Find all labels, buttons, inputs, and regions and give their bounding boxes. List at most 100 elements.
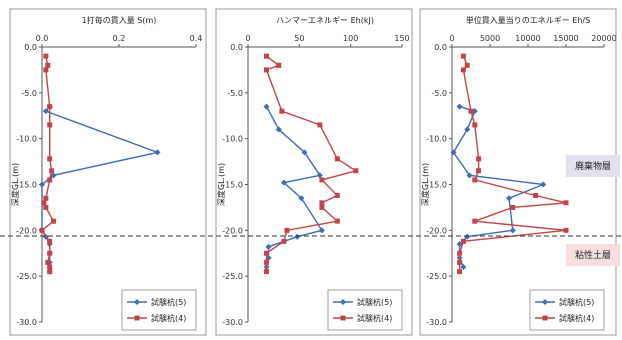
data-point-square bbox=[45, 62, 51, 68]
data-point-square bbox=[281, 238, 287, 244]
data-point-square bbox=[457, 250, 463, 256]
legend-label: 試験杭(4) bbox=[357, 313, 392, 323]
x-tick-label: 150 bbox=[394, 34, 409, 43]
data-point-square bbox=[263, 269, 269, 275]
data-point-diamond bbox=[466, 172, 473, 179]
y-tick-label: 0.0 bbox=[24, 43, 37, 52]
legend: 試験杭(5) 試験杭(4) bbox=[327, 289, 403, 331]
data-point-square bbox=[334, 218, 340, 224]
legend-swatch-marker bbox=[340, 299, 346, 305]
y-tick-label: -5.0 bbox=[227, 89, 243, 98]
data-point-square bbox=[460, 238, 466, 244]
data-point-square bbox=[43, 195, 49, 201]
data-point-diamond bbox=[298, 195, 305, 202]
legend-label: 試験杭(4) bbox=[151, 313, 186, 323]
data-point-diamond bbox=[464, 233, 471, 240]
data-point-square bbox=[319, 177, 325, 183]
data-point-diamond bbox=[540, 181, 547, 188]
annotation-clay-layer: 粘性土層 bbox=[566, 244, 620, 266]
y-axis-label: 深度GL.(m) bbox=[216, 163, 226, 206]
x-tick-label: 100 bbox=[343, 34, 358, 43]
data-point-square bbox=[51, 218, 57, 224]
y-tick-label: -20.0 bbox=[222, 226, 243, 235]
data-point-diamond bbox=[456, 103, 463, 110]
data-point-square bbox=[457, 259, 463, 265]
y-tick-label: -30.0 bbox=[16, 318, 37, 327]
data-point-diamond bbox=[39, 181, 45, 188]
chart-2: ハンマーエネルギー Eh(kJ) 深度GL.(m) 0 50 100 150 0.0 -5.0… bbox=[216, 16, 410, 331]
legend: 試験杭(5) 試験杭(4) bbox=[529, 289, 605, 331]
y-axis-label: 深度GL.(m) bbox=[420, 163, 430, 206]
y-tick-label: 0.0 bbox=[230, 43, 243, 52]
y-tick-label: -5.0 bbox=[21, 89, 37, 98]
chart-title: 1打毎の貫入量 S(m) bbox=[82, 15, 157, 25]
y-tick-label: -30.0 bbox=[426, 318, 447, 327]
x-tick-label: 0 bbox=[449, 34, 454, 43]
x-tick-label: 0.0 bbox=[36, 34, 49, 43]
legend-box bbox=[327, 289, 403, 331]
data-point-square bbox=[47, 122, 53, 128]
data-point-diamond bbox=[154, 149, 161, 156]
data-point-diamond bbox=[464, 126, 471, 133]
data-point-square bbox=[468, 108, 474, 114]
data-point-diamond bbox=[318, 227, 325, 234]
data-point-square bbox=[263, 53, 269, 59]
chart-3: 単位貫入量当りのエネルギー Eh/S 深度GL.(m) 0 5000 10000 1500… bbox=[420, 15, 617, 331]
data-point-square bbox=[464, 62, 470, 68]
y-tick-label: -10.0 bbox=[16, 135, 37, 144]
x-tick-label: 20000 bbox=[591, 34, 616, 43]
data-point-square bbox=[319, 200, 325, 206]
data-point-square bbox=[460, 53, 466, 59]
data-point-square bbox=[472, 122, 478, 128]
data-point-square bbox=[472, 177, 478, 183]
data-point-square bbox=[460, 67, 466, 73]
legend-swatch-marker bbox=[542, 315, 548, 321]
data-point-square bbox=[41, 200, 47, 206]
data-point-diamond bbox=[506, 195, 512, 202]
data-point-square bbox=[563, 227, 569, 233]
legend-label: 試験杭(5) bbox=[559, 297, 594, 307]
data-point-square bbox=[319, 204, 325, 210]
y-axis-label: 深度GL.(m) bbox=[10, 163, 20, 206]
data-point-square bbox=[457, 269, 463, 275]
data-point-square bbox=[49, 168, 55, 174]
data-point-diamond bbox=[509, 227, 516, 234]
data-point-square bbox=[510, 204, 516, 210]
panel-frame-2 bbox=[215, 8, 413, 336]
x-tick-label: 0.2 bbox=[113, 34, 126, 43]
data-point-square bbox=[476, 156, 482, 162]
data-point-square bbox=[276, 62, 282, 68]
data-point-square bbox=[334, 156, 340, 162]
legend-swatch-marker bbox=[134, 299, 140, 305]
y-tick-label: -5.0 bbox=[431, 89, 447, 98]
y-tick-label: -25.0 bbox=[222, 272, 243, 281]
data-point-square bbox=[43, 204, 49, 210]
data-point-square bbox=[263, 250, 269, 256]
x-tick-label: 0.4 bbox=[190, 34, 203, 43]
chart-1: 1打毎の貫入量 S(m) 深度GL.(m) 0.0 0.2 0.4 0.0 -5.0 -10.… bbox=[10, 15, 203, 331]
data-point-square bbox=[533, 193, 539, 198]
data-point-diamond bbox=[263, 103, 270, 110]
legend-label: 試験杭(5) bbox=[357, 297, 392, 307]
legend-label: 試験杭(5) bbox=[151, 297, 186, 307]
legend-swatch-marker bbox=[542, 299, 548, 305]
chart-title: ハンマーエネルギー Eh(kJ) bbox=[276, 16, 374, 25]
legend-label: 試験杭(4) bbox=[559, 313, 594, 323]
x-tick-label: 15000 bbox=[553, 34, 578, 43]
data-point-square bbox=[476, 168, 482, 174]
data-point-square bbox=[39, 227, 45, 233]
annotation-clay-layer-label: 粘性土層 bbox=[575, 249, 611, 261]
x-tick-label: 0 bbox=[245, 34, 250, 43]
data-point-diamond bbox=[316, 172, 323, 179]
y-tick-label: -30.0 bbox=[222, 318, 243, 327]
y-tick-label: -20.0 bbox=[426, 226, 447, 235]
panel-frame-1 bbox=[9, 8, 207, 336]
annotation-waste-layer: 廃棄物層 bbox=[566, 155, 620, 177]
data-point-diamond bbox=[460, 264, 467, 270]
data-point-square bbox=[472, 218, 478, 224]
legend-box bbox=[121, 289, 197, 331]
data-point-diamond bbox=[42, 108, 49, 115]
data-point-square bbox=[47, 250, 53, 256]
legend-box bbox=[529, 289, 605, 331]
x-tick-label: 5000 bbox=[480, 34, 500, 43]
